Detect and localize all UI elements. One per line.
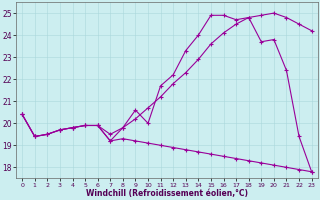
X-axis label: Windchill (Refroidissement éolien,°C): Windchill (Refroidissement éolien,°C): [86, 189, 248, 198]
